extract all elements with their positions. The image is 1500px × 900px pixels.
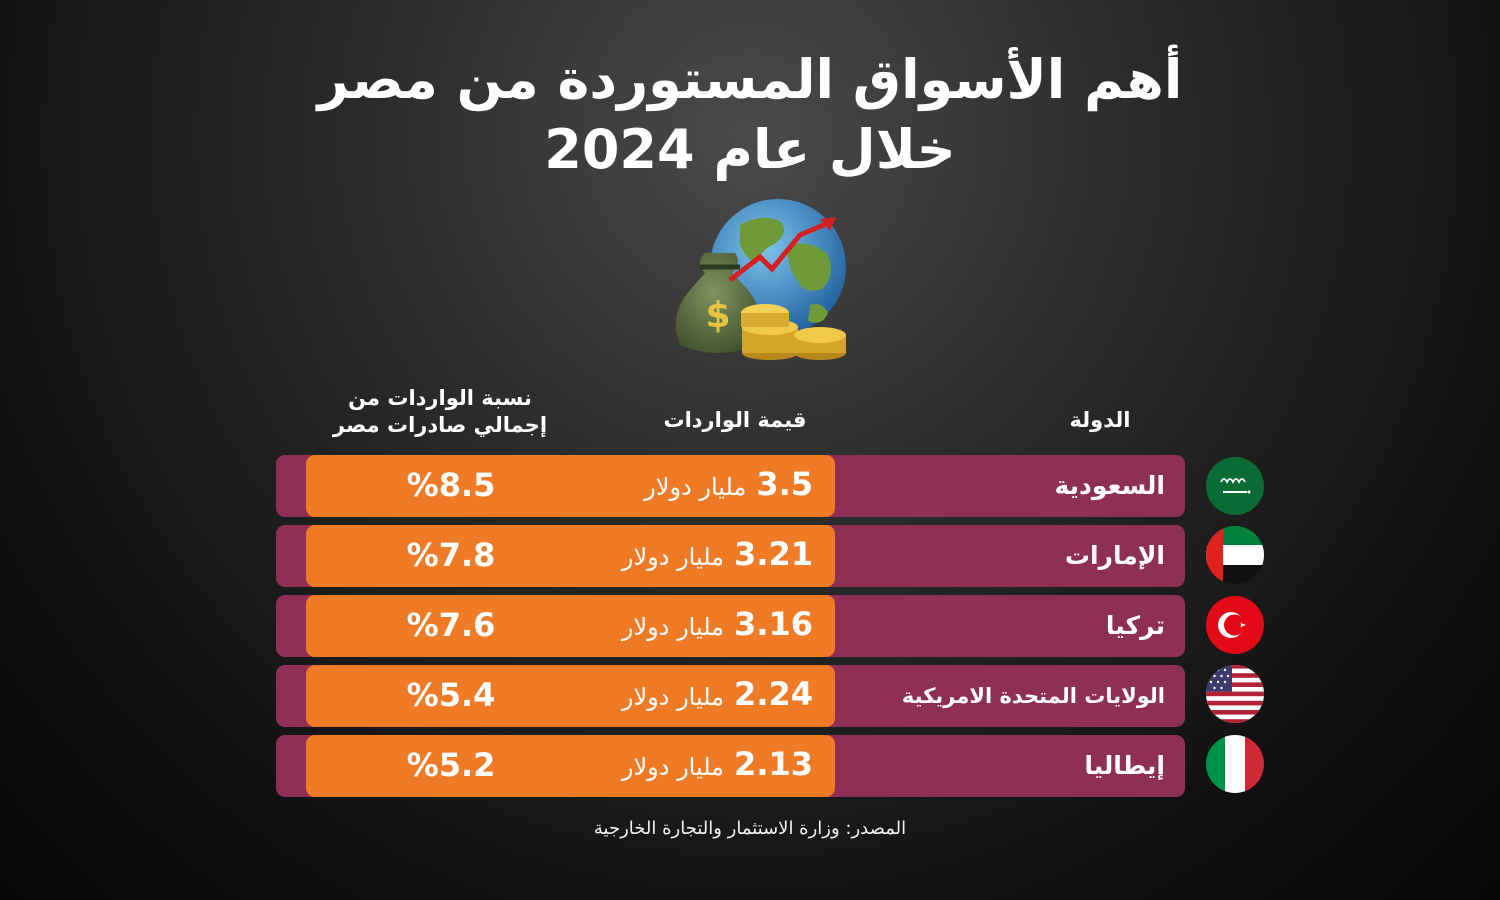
- infographic-title: أهم الأسواق المستوردة من مصر خلال عام 20…: [0, 45, 1500, 185]
- import-value-unit: مليار دولار: [621, 543, 725, 571]
- import-share: %5.2: [406, 746, 496, 784]
- import-share: %7.8: [406, 536, 496, 574]
- import-value-number: 2.13: [734, 745, 813, 783]
- table-row: الولايات المتحدة الامريكية 2.24 مليار دول…: [276, 665, 1185, 727]
- usa-flag-icon: [1206, 665, 1264, 723]
- row-highlight: [306, 525, 835, 587]
- import-value-unit: مليار دولار: [621, 683, 725, 711]
- import-value: 2.24 مليار دولار: [622, 665, 813, 727]
- row-highlight: [306, 595, 835, 657]
- import-value: 2.13 مليار دولار: [622, 735, 813, 797]
- import-share: %7.6: [406, 606, 496, 644]
- row-highlight: [306, 665, 835, 727]
- import-value: 3.5 مليار دولار: [644, 455, 813, 517]
- country-name: إيطاليا: [1084, 751, 1165, 780]
- import-value-number: 3.21: [734, 535, 813, 573]
- import-value: 3.21 مليار دولار: [622, 525, 813, 587]
- header-value: قيمة الواردات: [663, 408, 807, 432]
- source-note: المصدر: وزارة الاستثمار والتجارة الخارجي…: [593, 818, 907, 839]
- title-line-1: أهم الأسواق المستوردة من مصر: [317, 48, 1183, 111]
- money-globe-icon: $: [675, 199, 846, 360]
- table-row: السعودية 3.5 مليار دولار %8.5: [276, 455, 1185, 517]
- row-highlight: [306, 735, 835, 797]
- country-name: السعودية: [1054, 471, 1165, 500]
- table-row: إيطاليا 2.13 مليار دولار %5.2: [276, 735, 1185, 797]
- import-value-unit: مليار دولار: [621, 613, 725, 641]
- country-name: الإمارات: [1064, 541, 1165, 570]
- title-line-2: خلال عام 2024: [544, 118, 956, 181]
- turkey-flag-icon: [1206, 596, 1264, 654]
- row-highlight: [306, 455, 835, 517]
- import-value-number: 2.24: [734, 675, 813, 713]
- import-share: %5.4: [406, 676, 496, 714]
- import-value-number: 3.16: [734, 605, 813, 643]
- import-value-unit: مليار دولار: [644, 473, 747, 501]
- table-row: الإمارات 3.21 مليار دولار %7.8: [276, 525, 1185, 587]
- header-share: نسبة الواردات من إجمالي صادرات مصر: [320, 385, 560, 439]
- header-country: الدولة: [1069, 408, 1131, 432]
- header-share-line-2: إجمالي صادرات مصر: [332, 413, 548, 437]
- import-value-unit: مليار دولار: [621, 753, 725, 781]
- saudi-flag-icon: [1206, 457, 1264, 515]
- svg-text:$: $: [705, 295, 730, 336]
- import-share: %8.5: [406, 466, 496, 504]
- header-share-line-1: نسبة الواردات من: [348, 386, 532, 410]
- country-name: تركيا: [1105, 611, 1165, 640]
- country-name: الولايات المتحدة الامريكية: [901, 684, 1165, 708]
- import-value: 3.16 مليار دولار: [622, 595, 813, 657]
- import-value-number: 3.5: [756, 465, 813, 503]
- uae-flag-icon: [1206, 526, 1264, 584]
- italy-flag-icon: [1206, 735, 1264, 793]
- table-row: تركيا 3.16 مليار دولار %7.6: [276, 595, 1185, 657]
